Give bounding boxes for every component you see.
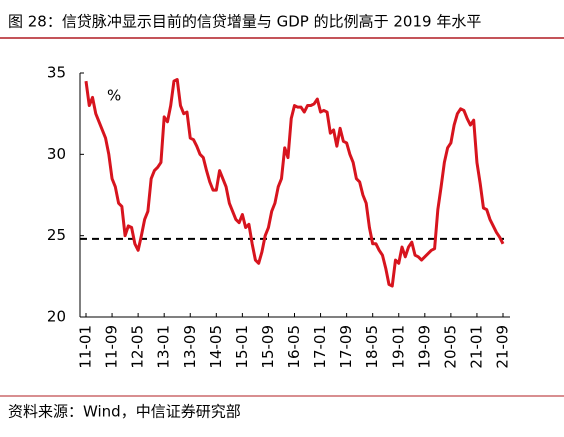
data-line xyxy=(84,78,505,288)
x-tick-label: 12-05 xyxy=(129,325,147,369)
x-tick-label: 15-01 xyxy=(233,325,251,369)
x-tick-label: 19-09 xyxy=(415,325,433,369)
x-tick-label: 17-01 xyxy=(311,325,329,369)
x-tick-label: 21-09 xyxy=(494,325,512,369)
y-tick-label: 20 xyxy=(47,308,66,326)
y-tick-label: 30 xyxy=(47,145,66,163)
x-tick-label: 18-05 xyxy=(363,325,381,369)
x-tick-label: 20-05 xyxy=(441,325,459,369)
x-tick-label: 16-05 xyxy=(285,325,303,369)
x-tick-label: 13-09 xyxy=(181,325,199,369)
x-tick-label: 21-01 xyxy=(467,325,485,369)
unit-label: % xyxy=(107,87,121,105)
y-tick-label: 35 xyxy=(47,64,66,82)
x-tick-label: 19-01 xyxy=(389,325,407,369)
y-tick-label: 25 xyxy=(47,226,66,244)
x-tick-label: 15-09 xyxy=(259,325,277,369)
chart-title: 图 28：信贷脉冲显示目前的信贷增量与 GDP 的比例高于 2019 年水平 xyxy=(8,13,481,31)
x-tick-label: 13-01 xyxy=(155,325,173,369)
source-note: 资料来源：Wind，中信证券研究部 xyxy=(8,403,241,421)
x-tick-label: 11-09 xyxy=(103,325,121,369)
x-tick-label: 11-01 xyxy=(77,325,95,369)
x-tick-label: 17-09 xyxy=(337,325,355,369)
x-tick-label: 14-05 xyxy=(207,325,225,369)
